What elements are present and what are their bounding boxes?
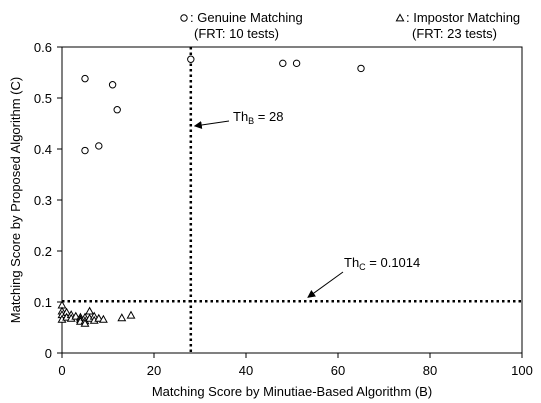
y-axis-title: Matching Score by Proposed Algorithm (C) bbox=[8, 77, 23, 323]
plot-area-border bbox=[61, 46, 523, 354]
legend: : Genuine Matching(FRT: 10 tests) : Impos… bbox=[180, 10, 520, 41]
y-tick-label: 0.4 bbox=[34, 142, 52, 157]
y-tick-label: 0.5 bbox=[34, 91, 52, 106]
genuine-point bbox=[357, 64, 365, 73]
impostor-point bbox=[126, 310, 136, 319]
legend-impostor-marker bbox=[395, 13, 405, 22]
genuine-point bbox=[113, 106, 121, 114]
axis-ticks: 0 20 40 60 80 100 0 0.1 0.2 0.3 0.4 0.5 0.6 bbox=[34, 40, 533, 378]
impostor-point bbox=[71, 311, 81, 320]
genuine-point bbox=[187, 55, 195, 63]
legend-impostor-sub: (FRT: 23 tests) bbox=[412, 26, 497, 41]
impostor-point bbox=[85, 306, 95, 315]
impostor-point bbox=[117, 313, 127, 322]
x-tick-label: 20 bbox=[147, 363, 161, 378]
legend-genuine-label: : Genuine Matching bbox=[190, 10, 303, 25]
impostor-point bbox=[94, 313, 104, 322]
genuine-point bbox=[279, 59, 287, 68]
x-tick-label: 0 bbox=[58, 363, 65, 378]
threshold-c-arrow bbox=[307, 271, 344, 298]
y-tick-label: 0.6 bbox=[34, 40, 52, 55]
y-tick-label: 0.3 bbox=[34, 193, 52, 208]
data-points bbox=[57, 55, 365, 327]
x-tick-label: 60 bbox=[331, 363, 345, 378]
threshold-b-arrow bbox=[193, 120, 230, 129]
x-tick-label: 80 bbox=[423, 363, 437, 378]
plot-frame bbox=[61, 46, 523, 354]
y-tick-label: 0.1 bbox=[34, 295, 52, 310]
y-tick-label: 0 bbox=[45, 346, 52, 361]
genuine-point bbox=[95, 142, 103, 150]
genuine-point bbox=[81, 146, 89, 155]
y-tick-label: 0.2 bbox=[34, 244, 52, 259]
legend-genuine-marker bbox=[180, 14, 188, 22]
x-tick-label: 100 bbox=[511, 363, 533, 378]
threshold-annotations: ThB = 28 ThC = 0.1014 bbox=[193, 109, 420, 298]
impostor-point bbox=[80, 318, 90, 327]
legend-impostor-label: : Impostor Matching bbox=[406, 10, 520, 25]
threshold-c-label: ThC = 0.1014 bbox=[344, 255, 420, 272]
legend-genuine-sub: (FRT: 10 tests) bbox=[194, 26, 279, 41]
x-axis-title: Matching Score by Minutiae-Based Algorit… bbox=[152, 384, 432, 399]
threshold-lines bbox=[62, 47, 522, 353]
genuine-point bbox=[81, 74, 89, 83]
genuine-point bbox=[292, 59, 301, 68]
genuine-point bbox=[108, 81, 117, 89]
x-tick-label: 40 bbox=[239, 363, 253, 378]
impostor-point bbox=[98, 314, 108, 323]
threshold-b-label: ThB = 28 bbox=[233, 109, 283, 126]
